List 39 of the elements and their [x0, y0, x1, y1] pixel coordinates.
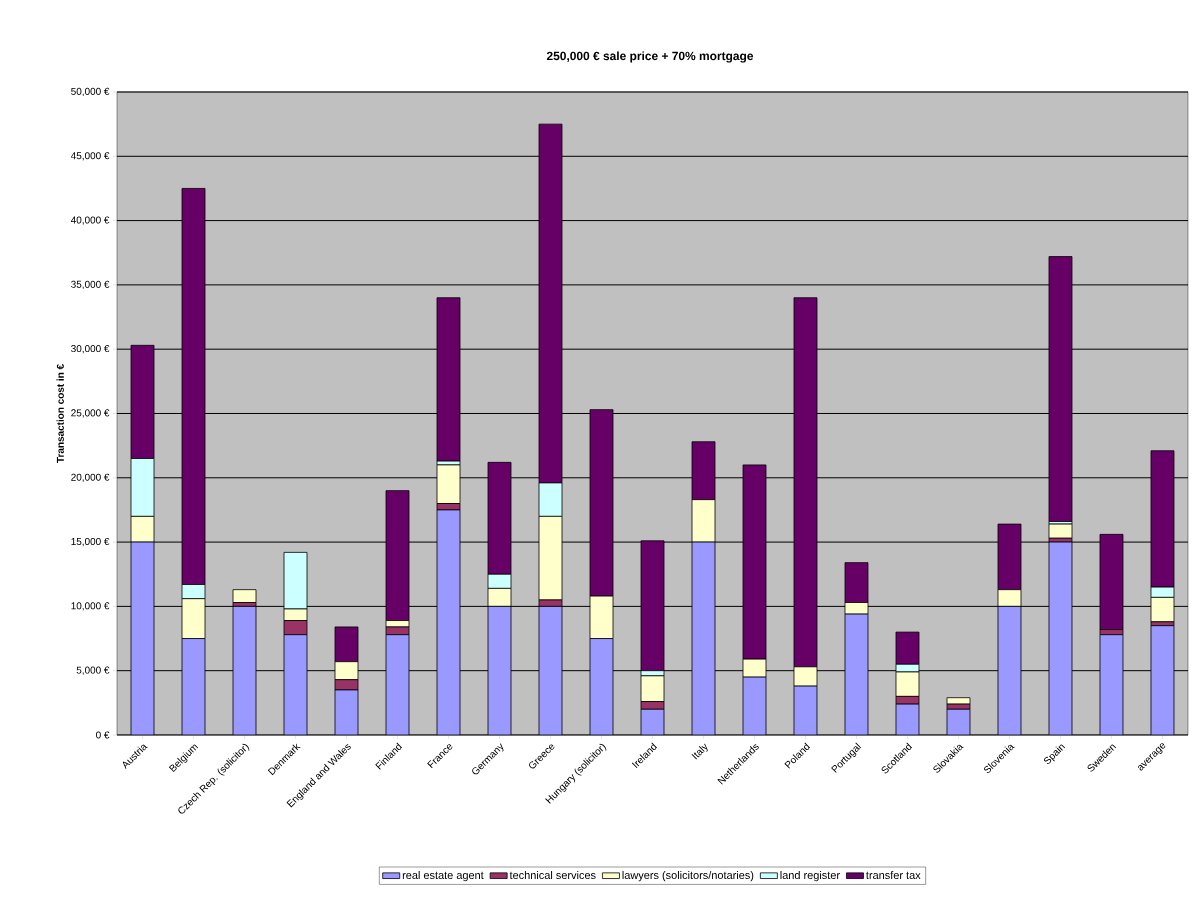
bar [1048, 256, 1073, 522]
y-tick-label: 25,000 € [71, 409, 110, 418]
bar [436, 297, 461, 462]
legend-label: land register [780, 870, 840, 882]
bar [691, 541, 716, 735]
y-tick-label: 35,000 € [71, 280, 110, 290]
bar [1150, 625, 1175, 735]
y-tick-label: 5,000 € [76, 666, 110, 675]
y-tick-label: 40,000 € [70, 216, 110, 225]
bar [181, 638, 206, 735]
bar [283, 634, 308, 735]
bar [130, 541, 155, 735]
y-tick-label: 30,000 € [71, 345, 110, 354]
bar [589, 638, 614, 735]
chart-title: 250,000 € sale price + 70% mortgage [546, 51, 754, 63]
bar [1099, 533, 1124, 630]
legend-label: transfer tax [866, 871, 921, 880]
bar [487, 605, 512, 735]
bar [997, 605, 1022, 735]
legend-label: lawyers (solicitors/notaries) [622, 870, 754, 882]
bar [538, 605, 563, 735]
y-tick-label: 0 € [96, 731, 110, 739]
y-axis-title: Transaction cost in € [56, 364, 64, 463]
bar [1048, 523, 1073, 539]
bar [1099, 634, 1124, 735]
bar [436, 509, 461, 735]
legend-label: real estate agent [402, 870, 484, 882]
y-tick-label: 15,000 € [71, 537, 110, 547]
bar [640, 540, 665, 672]
bar [1048, 541, 1073, 735]
bar [232, 589, 257, 603]
y-tick-label: 20,000 € [71, 473, 110, 482]
legend-label: technical services [509, 870, 596, 880]
y-tick-label: 45,000 € [70, 152, 110, 161]
bar [385, 634, 410, 735]
bar [844, 613, 869, 735]
y-tick-label: 10,000 € [71, 602, 110, 611]
bar [232, 605, 257, 735]
y-tick-label: 50,000 € [71, 87, 110, 97]
